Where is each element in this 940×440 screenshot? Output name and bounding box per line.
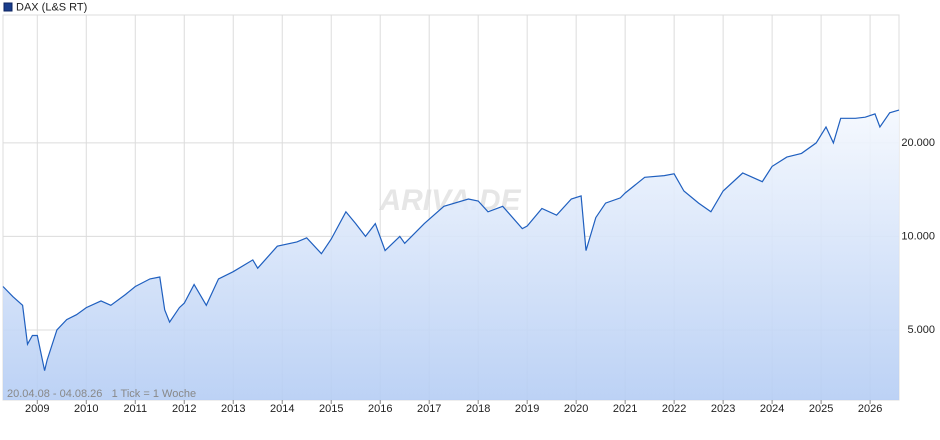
- y-tick-label: 20.000: [901, 137, 935, 149]
- x-tick-label: 2022: [662, 403, 686, 415]
- x-tick-label: 2026: [858, 403, 882, 415]
- x-tick-label: 2015: [319, 403, 343, 415]
- x-tick-label: 2018: [466, 403, 490, 415]
- x-tick-label: 2021: [613, 403, 637, 415]
- footnote: 20.04.08 - 04.08.26 1 Tick = 1 Woche: [7, 388, 196, 400]
- y-tick-label: 10.000: [901, 230, 935, 242]
- line: [2, 109, 900, 371]
- x-tick-label: 2024: [760, 403, 784, 415]
- x-tick-label: 2014: [270, 403, 294, 415]
- x-tick-label: 2023: [711, 403, 735, 415]
- area: [3, 110, 899, 400]
- x-tick-label: 2012: [172, 403, 196, 415]
- x-tick-label: 2025: [809, 403, 833, 415]
- legend-swatch: [3, 2, 13, 12]
- x-tick-label: 2016: [368, 403, 392, 415]
- x-tick-label: 2010: [74, 403, 98, 415]
- x-tick-label: 2017: [417, 403, 441, 415]
- x-tick-label: 2009: [25, 403, 49, 415]
- x-tick-label: 2019: [515, 403, 539, 415]
- legend-label: DAX (L&S RT): [16, 1, 87, 13]
- y-tick-label: 5.000: [907, 324, 935, 336]
- x-tick-label: 2011: [123, 403, 147, 415]
- x-tick-label: 2013: [221, 403, 245, 415]
- x-tick-label: 2020: [564, 403, 588, 415]
